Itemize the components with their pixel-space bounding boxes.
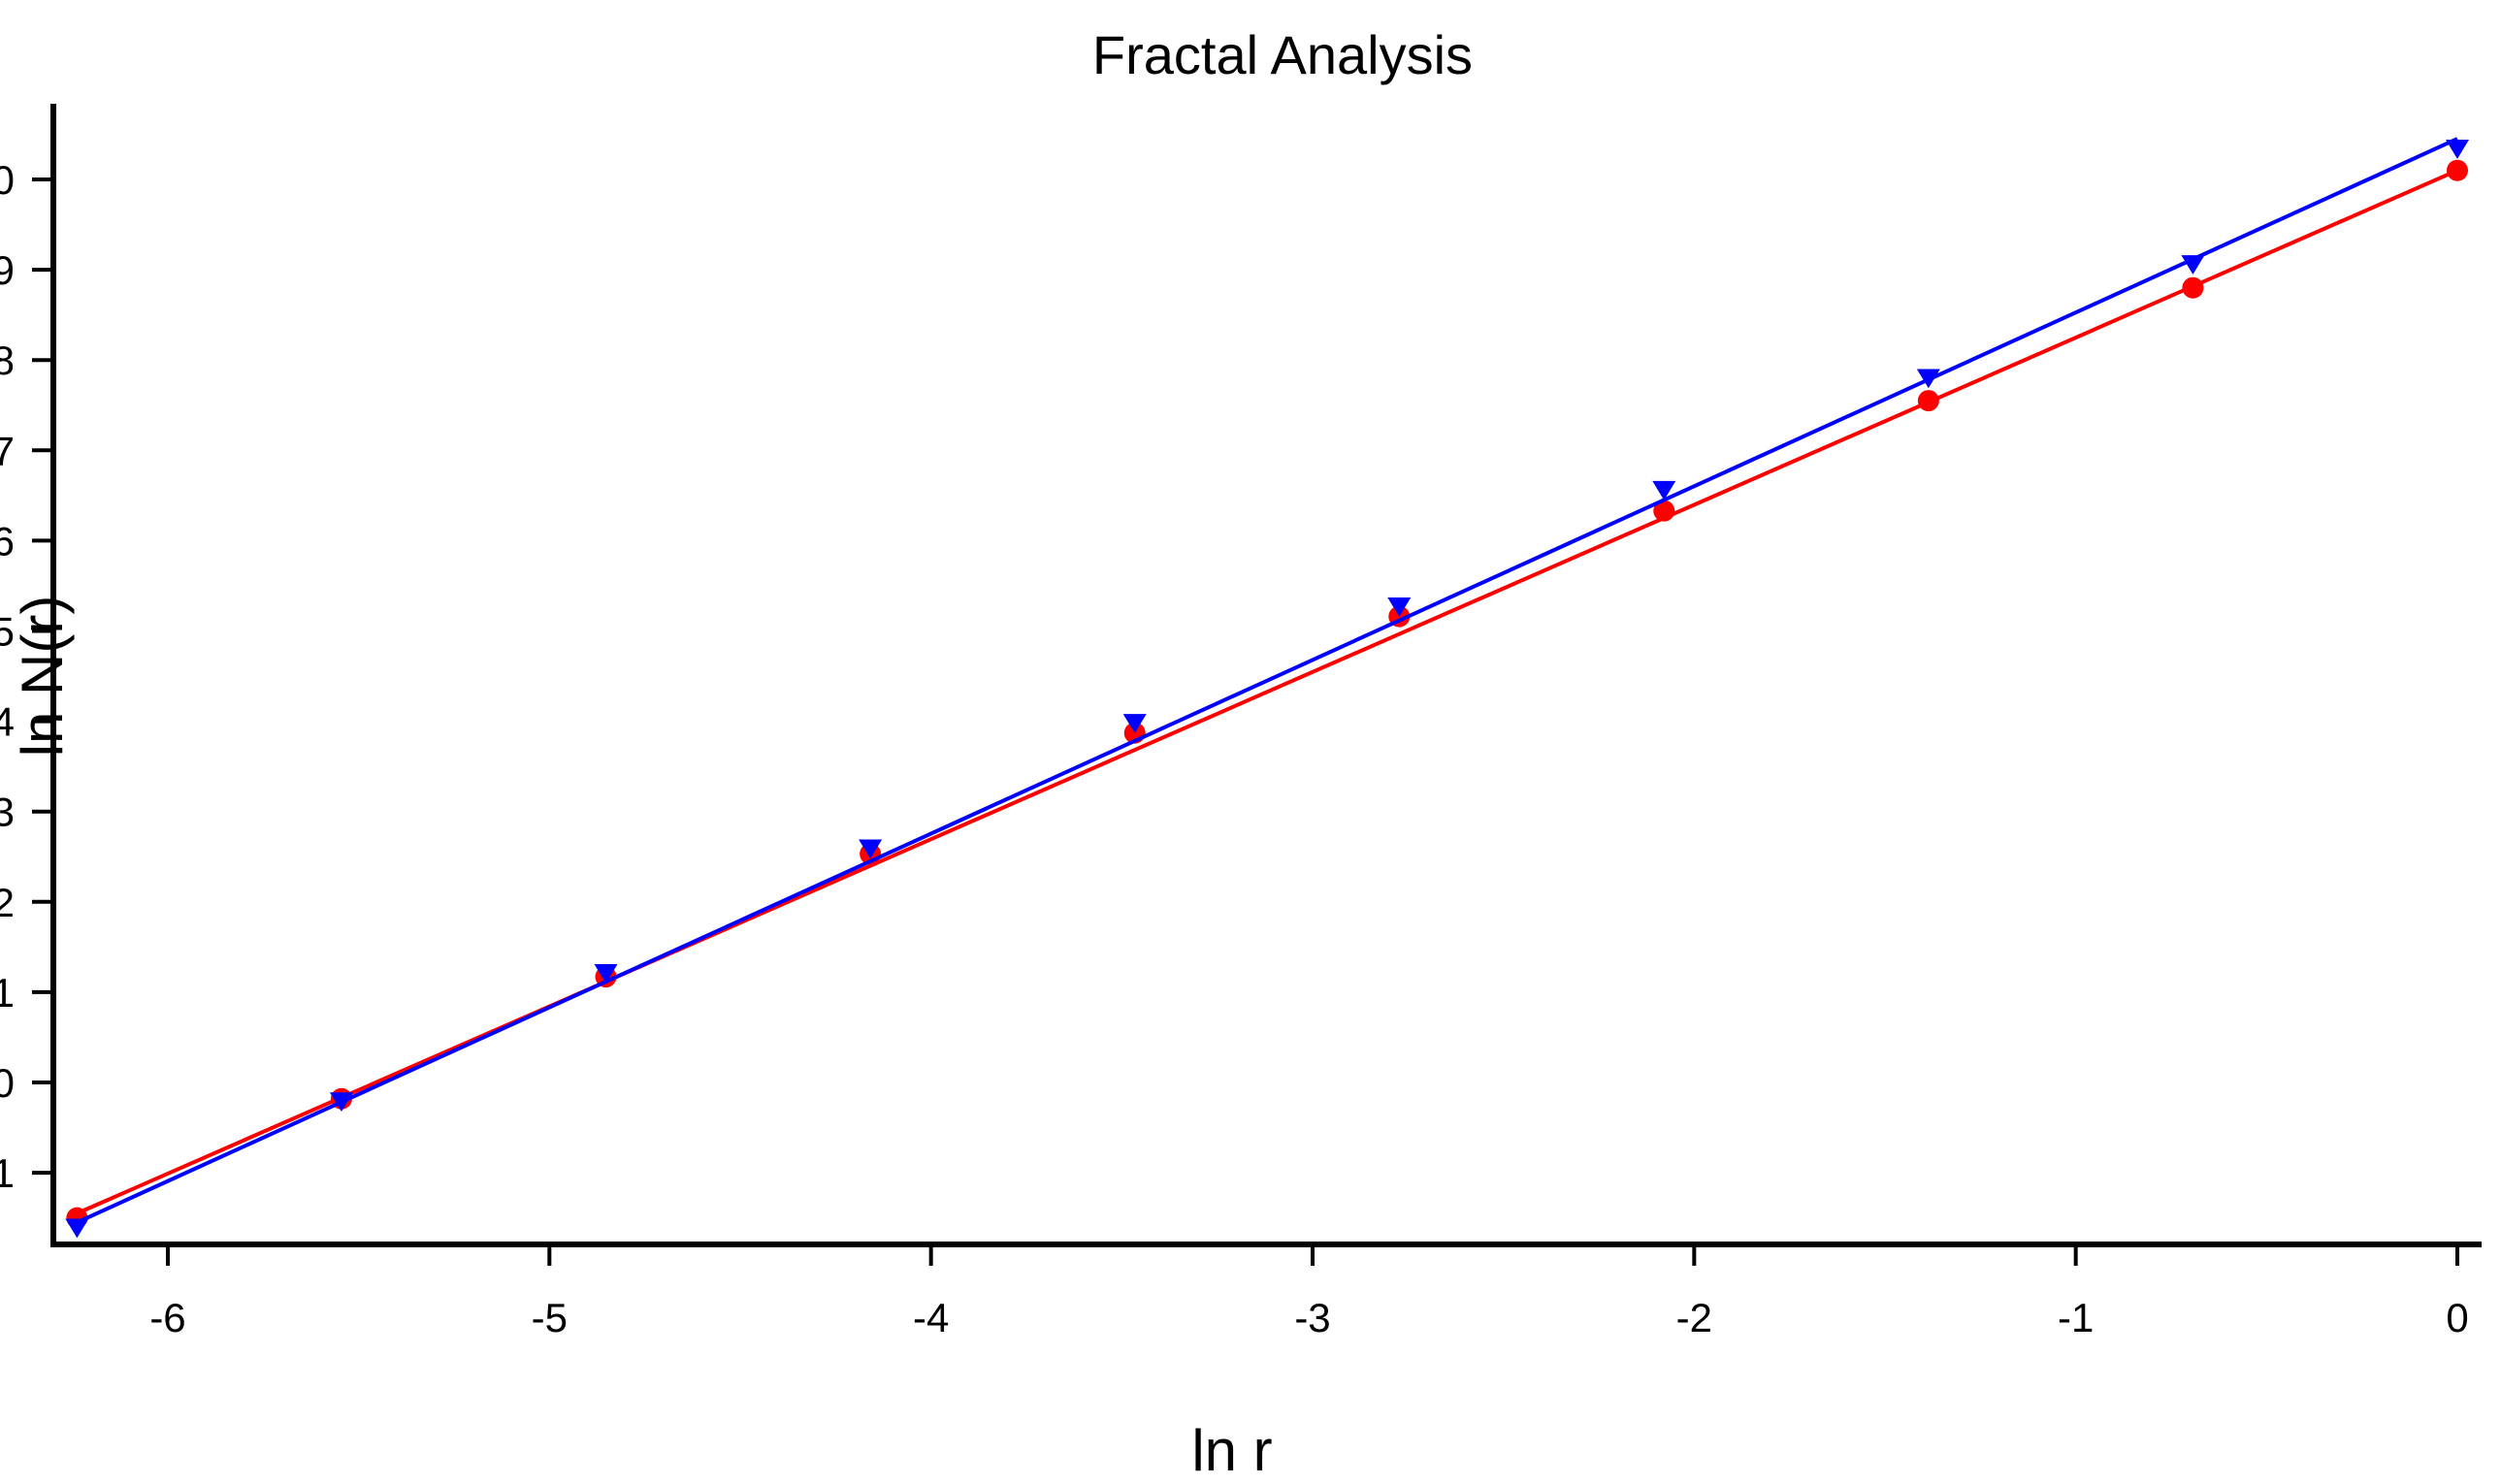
series-2-point: [65, 1218, 89, 1239]
series-2-point: [2446, 140, 2469, 159]
series-2-point: [1122, 714, 1147, 733]
x-tick-label: -2: [1676, 1295, 1712, 1340]
series-2-point: [329, 1092, 353, 1113]
y-tick-label: 0: [0, 1060, 15, 1106]
series-1-fit-line: [76, 168, 2458, 1215]
axes: [50, 104, 2482, 1247]
y-tick-label: 7: [0, 428, 15, 473]
x-tick-label: -3: [1294, 1295, 1330, 1340]
series-1-point: [2447, 159, 2468, 181]
x-tick-label: -6: [149, 1295, 185, 1340]
x-tick-label: -4: [913, 1295, 949, 1340]
y-tick-label: 3: [0, 790, 15, 835]
y-tick-label: 1: [0, 970, 15, 1016]
y-tick-label: 9: [0, 247, 15, 293]
y-tick-label: 8: [0, 338, 15, 383]
series-2-point: [2181, 255, 2205, 274]
series-1-point: [1917, 390, 1939, 412]
series-2: [65, 137, 2469, 1239]
x-tick-label: -1: [2058, 1295, 2094, 1340]
series-2-fit-line: [76, 137, 2458, 1225]
series-2-point: [1387, 597, 1412, 617]
x-tick-label: 0: [2446, 1295, 2468, 1340]
series-1-point: [2182, 276, 2204, 299]
y-tick-label: 4: [0, 699, 15, 745]
y-tick-label: 2: [0, 880, 15, 925]
y-tick-label: 6: [0, 518, 15, 564]
x-axis-label: ln r: [1191, 1418, 1272, 1483]
chart-title: Fractal Analysis: [1092, 24, 1473, 85]
y-tick-label: -1: [0, 1150, 15, 1196]
series-2-point: [594, 964, 618, 984]
series-1: [66, 159, 2468, 1229]
x-tick-label: -5: [532, 1295, 568, 1340]
y-tick-label: 5: [0, 609, 15, 655]
series-2-point: [1652, 480, 1676, 500]
series-1-point: [1653, 500, 1675, 522]
series-2-point: [1916, 369, 1940, 389]
y-axis-label: ln N(r): [10, 596, 75, 758]
series-2-point: [859, 839, 883, 859]
series-layer: [65, 137, 2469, 1239]
y-ticks: -1 0 1 2 3 4 5 6 7 8 9 10: [0, 157, 53, 1196]
x-ticks: -6 -5 -4 -3 -2 -1 0: [149, 1244, 2469, 1340]
y-tick-label: 10: [0, 157, 15, 203]
